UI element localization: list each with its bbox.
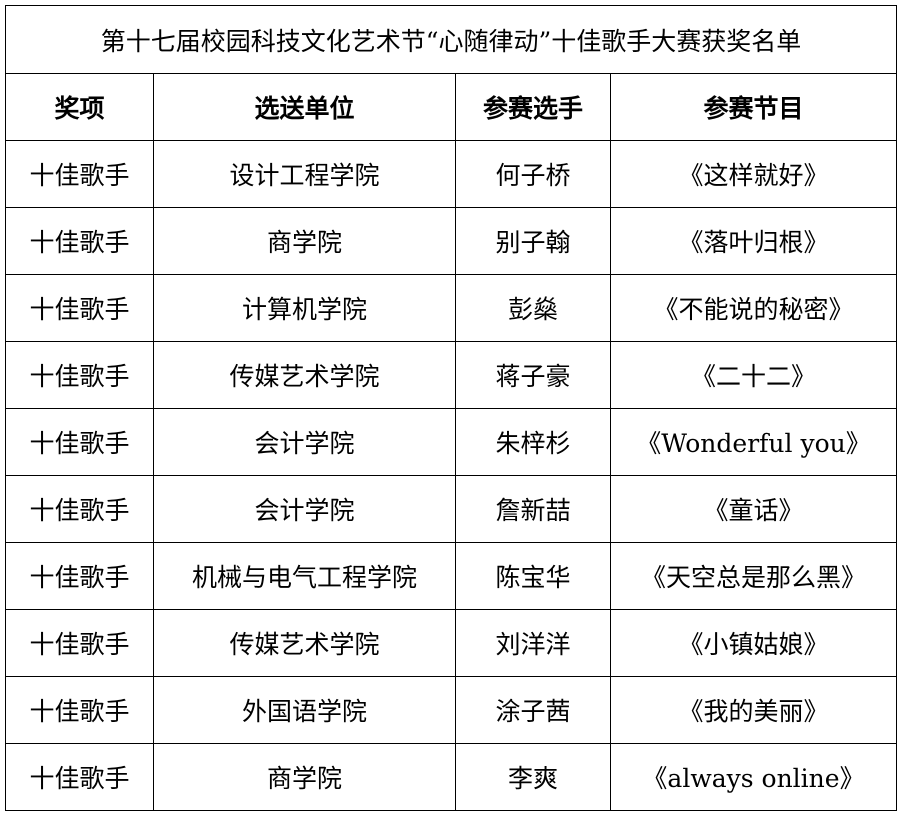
cell-program: 《落叶归根》 <box>610 207 897 275</box>
cell-contestant: 朱梓杉 <box>455 408 611 476</box>
table-body: 十佳歌手 设计工程学院 何子桥 《这样就好》 十佳歌手 商学院 别子翰 《落叶归根》 十佳歌手计… <box>5 140 897 811</box>
cell-unit: 设计工程学院 <box>153 140 456 208</box>
cell-award: 十佳歌手 <box>5 676 154 744</box>
header-award: 奖项 <box>5 73 154 141</box>
table-row: 十佳歌手 计算机学院 彭燊 《不能说的秘密》 <box>5 274 897 342</box>
cell-unit: 商学院 <box>153 207 456 275</box>
cell-unit: 计算机学院 <box>153 274 456 342</box>
header-program: 参赛节目 <box>610 73 897 141</box>
award-table: 第十七届校园科技文化艺术节“心随律动”十佳歌手大赛获奖名单 奖项 选送单位 参赛… <box>5 5 897 811</box>
cell-unit: 会计学院 <box>153 475 456 543</box>
cell-program: 《我的美丽》 <box>610 676 897 744</box>
cell-award: 十佳歌手 <box>5 140 154 208</box>
cell-unit: 传媒艺术学院 <box>153 341 456 409</box>
table-row: 十佳歌手 会计学院 朱梓杉 《Wonderful you》 <box>5 408 897 476</box>
table-row: 十佳歌手 设计工程学院 何子桥 《这样就好》 <box>5 140 897 208</box>
cell-unit: 外国语学院 <box>153 676 456 744</box>
cell-unit: 机械与电气工程学院 <box>153 542 456 610</box>
cell-unit: 会计学院 <box>153 408 456 476</box>
cell-contestant: 彭燊 <box>455 274 611 342</box>
cell-program: 《二十二》 <box>610 341 897 409</box>
cell-contestant: 李爽 <box>455 743 611 811</box>
cell-contestant: 詹新喆 <box>455 475 611 543</box>
cell-award: 十佳歌手 <box>5 207 154 275</box>
table-row: 十佳歌手 商学院 别子翰 《落叶归根》 <box>5 207 897 275</box>
table-row: 十佳歌手 传媒艺术学院 刘洋洋 《小镇姑娘》 <box>5 609 897 677</box>
cell-contestant: 别子翰 <box>455 207 611 275</box>
cell-contestant: 刘洋洋 <box>455 609 611 677</box>
cell-program: 《这样就好》 <box>610 140 897 208</box>
cell-program: 《天空总是那么黑》 <box>610 542 897 610</box>
table-row: 十佳歌手 会计学院 詹新喆 《童话》 <box>5 475 897 543</box>
cell-contestant: 陈宝华 <box>455 542 611 610</box>
cell-award: 十佳歌手 <box>5 274 154 342</box>
header-row: 奖项 选送单位 参赛选手 参赛节目 <box>5 73 897 141</box>
table-row: 十佳歌手 外国语学院 涂子茜 《我的美丽》 <box>5 676 897 744</box>
cell-program: 《小镇姑娘》 <box>610 609 897 677</box>
table-row: 十佳歌手 商学院 李爽 《always online》 <box>5 743 897 811</box>
cell-program: 《always online》 <box>610 743 897 811</box>
title-row: 第十七届校园科技文化艺术节“心随律动”十佳歌手大赛获奖名单 <box>5 5 897 74</box>
cell-award: 十佳歌手 <box>5 341 154 409</box>
cell-unit: 传媒艺术学院 <box>153 609 456 677</box>
cell-program: 《童话》 <box>610 475 897 543</box>
cell-award: 十佳歌手 <box>5 475 154 543</box>
cell-award: 十佳歌手 <box>5 743 154 811</box>
header-unit: 选送单位 <box>153 73 456 141</box>
cell-unit: 商学院 <box>153 743 456 811</box>
cell-award: 十佳歌手 <box>5 408 154 476</box>
header-contestant: 参赛选手 <box>455 73 611 141</box>
cell-program: 《不能说的秘密》 <box>610 274 897 342</box>
cell-award: 十佳歌手 <box>5 609 154 677</box>
table-row: 十佳歌手 传媒艺术学院 蒋子豪 《二十二》 <box>5 341 897 409</box>
cell-award: 十佳歌手 <box>5 542 154 610</box>
cell-contestant: 涂子茜 <box>455 676 611 744</box>
cell-contestant: 蒋子豪 <box>455 341 611 409</box>
cell-program: 《Wonderful you》 <box>610 408 897 476</box>
table-title: 第十七届校园科技文化艺术节“心随律动”十佳歌手大赛获奖名单 <box>5 5 897 74</box>
table-row: 十佳歌手 机械与电气工程学院 陈宝华 《天空总是那么黑》 <box>5 542 897 610</box>
cell-contestant: 何子桥 <box>455 140 611 208</box>
